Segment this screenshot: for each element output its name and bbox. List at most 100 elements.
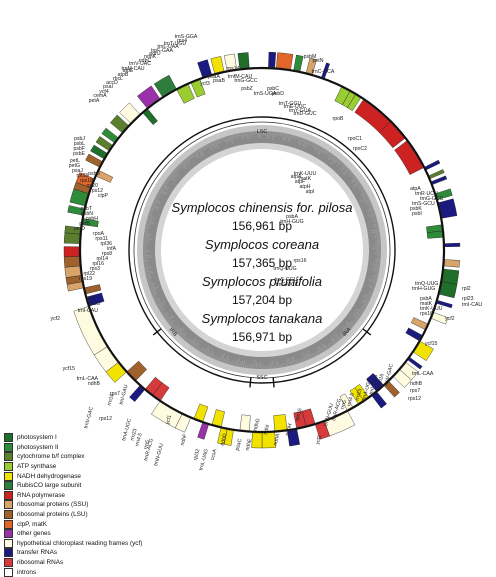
- gene-label: rps12: [408, 396, 421, 402]
- gene-label: ycf3: [200, 81, 210, 87]
- species-name-4: Symplocos tanakana: [202, 311, 323, 326]
- gene-label: atpI: [306, 189, 315, 195]
- gene-label: petA: [89, 98, 100, 104]
- gene-block: [137, 86, 159, 108]
- species-size-2: 157,365 bp: [232, 256, 292, 270]
- gene-label: trnL-CAA: [412, 371, 434, 377]
- gene-label: ndhB: [88, 381, 101, 387]
- gene-label: psaA: [208, 74, 220, 80]
- gene-block: [425, 160, 440, 170]
- gene-label: trnC-GCA: [312, 69, 335, 75]
- legend-swatch: [4, 462, 13, 471]
- gene-block: [85, 285, 101, 294]
- gene-block: [64, 247, 79, 257]
- gene-block: [143, 109, 157, 124]
- species-size-4: 156,971 bp: [232, 330, 292, 344]
- legend-item: RNA polymerase: [4, 491, 174, 501]
- gene-label: rpoC2: [353, 146, 367, 152]
- gene-label: ycf1: [315, 434, 323, 445]
- gene-label: trnV-GAC: [83, 406, 95, 429]
- legend-item: hypothetical chloroplast reading frames …: [4, 539, 174, 549]
- gene-label: trnI-CAU: [462, 302, 482, 308]
- gc-tick: [376, 228, 379, 229]
- gene-block: [198, 423, 209, 439]
- legend-label: ATP synthase: [17, 463, 56, 470]
- inner-ring: [129, 117, 395, 387]
- gene-label: psbM: [304, 54, 317, 60]
- legend-swatch: [4, 500, 13, 509]
- gene-label: ndhB: [410, 381, 423, 387]
- legend-swatch: [4, 433, 13, 442]
- gc-tick: [280, 132, 281, 136]
- legend-swatch: [4, 510, 13, 519]
- gene-label: ycf2: [445, 316, 455, 322]
- gene-block: [127, 361, 146, 380]
- gene-label: rps16: [294, 258, 307, 264]
- gene-block: [406, 328, 422, 341]
- gc-tick: [245, 364, 246, 368]
- legend-swatch: [4, 491, 13, 500]
- gene-label: psbB: [88, 171, 100, 177]
- gene-label: ycf15: [425, 341, 438, 347]
- legend-label: hypothetical chloroplast reading frames …: [17, 540, 142, 547]
- legend-swatch: [4, 520, 13, 529]
- legend-label: NADH dehydrogenase: [17, 473, 81, 480]
- gc-tick: [144, 261, 149, 262]
- legend-label: RubisCO large subunit: [17, 482, 81, 489]
- gene-label: ycf15: [63, 366, 76, 372]
- gene-label: rpoB: [333, 116, 344, 122]
- region-label-ssc: SSC: [256, 375, 267, 381]
- gc-tick: [145, 270, 149, 271]
- gc-tick: [240, 133, 241, 137]
- gene-block: [212, 410, 225, 427]
- gene-label: ccsA: [210, 448, 219, 461]
- gene-block: [238, 52, 249, 68]
- gene-label: petD: [74, 226, 85, 232]
- gene-label: atpA: [410, 186, 421, 192]
- legend-label: RNA polymerase: [17, 492, 65, 499]
- legend-label: ribosomal proteins (SSU): [17, 501, 88, 508]
- legend-label: ribosomal proteins (LSU): [17, 511, 88, 518]
- gene-label: rps7: [410, 388, 420, 394]
- legend-item: photosystem I: [4, 433, 174, 443]
- gene-block: [276, 53, 293, 70]
- gc-tick: [282, 133, 283, 137]
- legend-item: ribosomal proteins (SSU): [4, 500, 174, 510]
- gc-tick: [143, 241, 149, 242]
- legend-item: photosystem II: [4, 443, 174, 453]
- gene-block: [268, 52, 275, 67]
- gc-tick: [145, 230, 148, 231]
- region-label-lsc: LSC: [257, 129, 268, 135]
- gc-tick: [282, 364, 283, 367]
- legend-swatch: [4, 443, 13, 452]
- gene-label: trnI-GAU: [118, 384, 129, 406]
- gene-label: rrn16: [107, 393, 116, 406]
- legend-swatch: [4, 481, 13, 490]
- gene-label: rpoC1: [348, 136, 362, 142]
- gene-label: trnS-UGA: [254, 91, 277, 97]
- legend-swatch: [4, 529, 13, 538]
- gc-tick: [238, 133, 239, 136]
- legend-swatch: [4, 452, 13, 461]
- legend-label: transfer RNAs: [17, 549, 57, 556]
- species-size-3: 157,204 bp: [232, 293, 292, 307]
- gene-label: rpl2: [462, 286, 471, 292]
- legend-label: photosystem II: [17, 444, 59, 451]
- gene-label: trnI-CAU: [78, 308, 98, 314]
- gc-tick: [271, 361, 272, 369]
- gene-label: rps12: [99, 416, 112, 422]
- gc-tick: [285, 363, 286, 366]
- gc-tick: [144, 237, 149, 238]
- gene-label: rps14: [227, 66, 240, 72]
- gene-block: [274, 414, 288, 430]
- gene-block: [130, 386, 145, 402]
- legend-item: other genes: [4, 529, 174, 539]
- gc-tick: [375, 222, 378, 223]
- gene-block: [294, 55, 303, 71]
- gc-tick: [274, 132, 275, 138]
- species-name-1: Symplocos chinensis for. pilosa: [172, 200, 353, 215]
- gene-label: rps16: [420, 311, 433, 317]
- region-boundary: [153, 329, 161, 335]
- gc-tick: [375, 262, 380, 263]
